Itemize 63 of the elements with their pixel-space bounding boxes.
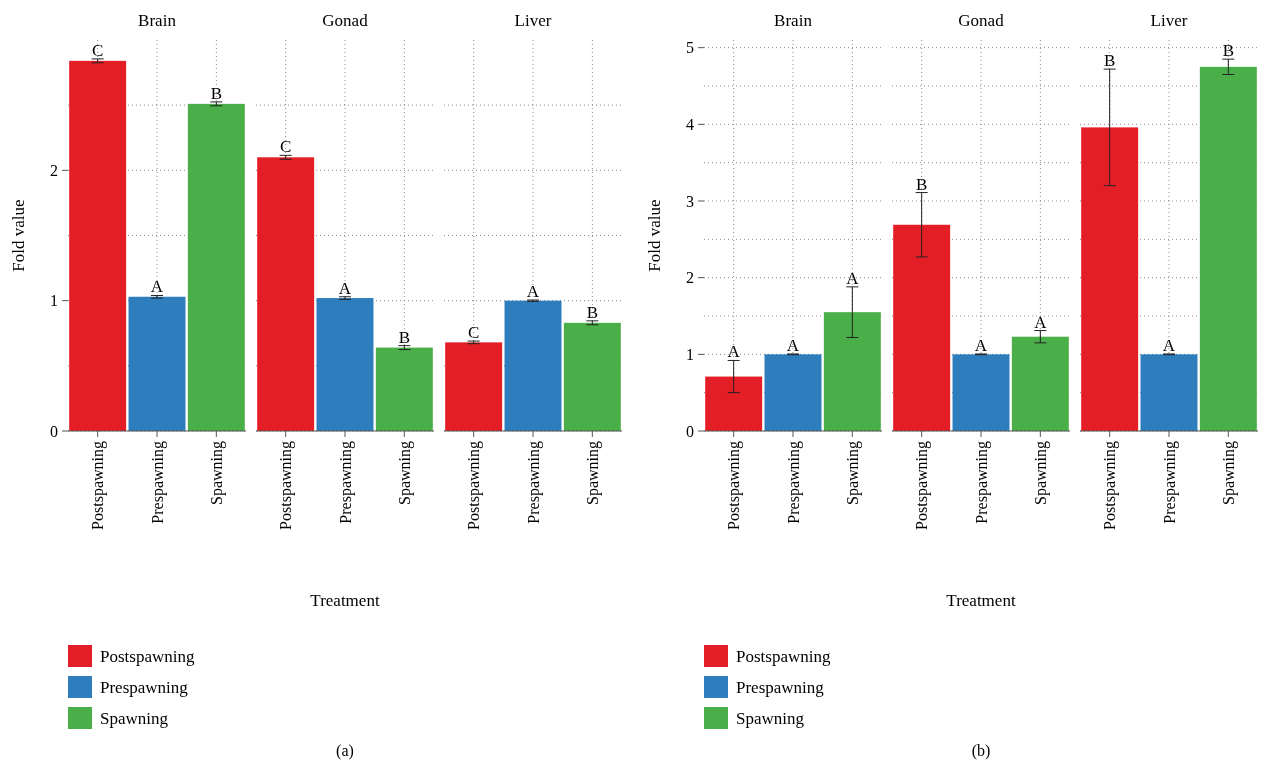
legend-label: Prespawning: [736, 677, 825, 697]
x-tick-label: Spawning: [583, 441, 602, 505]
annotation: A: [338, 278, 352, 298]
y-tick-label: 5: [686, 39, 694, 57]
annotation: C: [467, 323, 480, 343]
x-tick-label: Postspawning: [465, 441, 484, 530]
annotation: C: [279, 137, 292, 157]
annotation: A: [526, 282, 540, 302]
y-tick-label: 0: [50, 422, 58, 440]
legend-label: Spawning: [736, 708, 805, 728]
annotation: A: [150, 277, 164, 297]
annotation: B: [915, 174, 928, 194]
y-axis-title: Fold value: [9, 199, 28, 272]
annotation: B: [210, 83, 223, 103]
x-tick-label: Spawning: [1031, 441, 1050, 505]
y-tick-label: 4: [686, 115, 694, 133]
x-tick-label: Prespawning: [148, 441, 167, 524]
x-tick-label: Prespawning: [524, 441, 543, 524]
x-tick-label: Spawning: [395, 441, 414, 505]
x-tick-label: Postspawning: [1101, 441, 1120, 530]
y-tick-label: 2: [686, 269, 694, 287]
x-tick-label: Postspawning: [725, 441, 744, 530]
x-tick-label: Prespawning: [972, 441, 991, 524]
annotation: A: [974, 335, 988, 355]
x-tick-label: Prespawning: [336, 441, 355, 524]
y-tick-label: 0: [686, 422, 694, 440]
chart-title: Brain: [138, 11, 177, 30]
text: (b): [971, 742, 991, 760]
annotation: A: [727, 342, 741, 362]
x-tick-label: Prespawning: [784, 441, 803, 524]
annotation: A: [1034, 312, 1048, 332]
text: (a): [336, 742, 354, 760]
x-tick-label: Postspawning: [89, 441, 108, 530]
y-tick-label: 2: [50, 161, 58, 179]
x-tick-label: Prespawning: [1160, 441, 1179, 524]
annotation: B: [1103, 51, 1116, 71]
legend-label: Prespawning: [100, 677, 189, 697]
annotation: A: [1162, 335, 1176, 355]
chart-title: Gonad: [322, 11, 369, 30]
chart-title: Brain: [774, 11, 813, 30]
legend-label: Spawning: [100, 708, 169, 728]
chart-title: Gonad: [958, 11, 1005, 30]
x-tick-label: Spawning: [1219, 441, 1238, 505]
annotation: A: [786, 335, 800, 355]
legend-label: Postspawning: [100, 646, 195, 666]
y-axis-title: Fold value: [645, 199, 664, 272]
x-tick-label: Postspawning: [913, 441, 932, 530]
chart-title: Liver: [514, 11, 552, 30]
x-axis-title: Treatment: [946, 591, 1016, 610]
chart-title: Liver: [1150, 11, 1188, 30]
x-tick-label: Postspawning: [277, 441, 296, 530]
annotation: B: [398, 327, 411, 347]
y-tick-label: 1: [686, 345, 694, 363]
annotation: A: [846, 268, 860, 288]
y-tick-label: 1: [50, 292, 58, 310]
x-tick-label: Spawning: [843, 441, 862, 505]
legend-label: Postspawning: [736, 646, 831, 666]
x-tick-label: Spawning: [207, 441, 226, 505]
annotation: B: [1222, 41, 1235, 61]
x-axis-title: Treatment: [310, 591, 380, 610]
annotation: B: [586, 302, 599, 322]
annotation: C: [91, 40, 104, 60]
y-tick-label: 3: [686, 192, 694, 210]
